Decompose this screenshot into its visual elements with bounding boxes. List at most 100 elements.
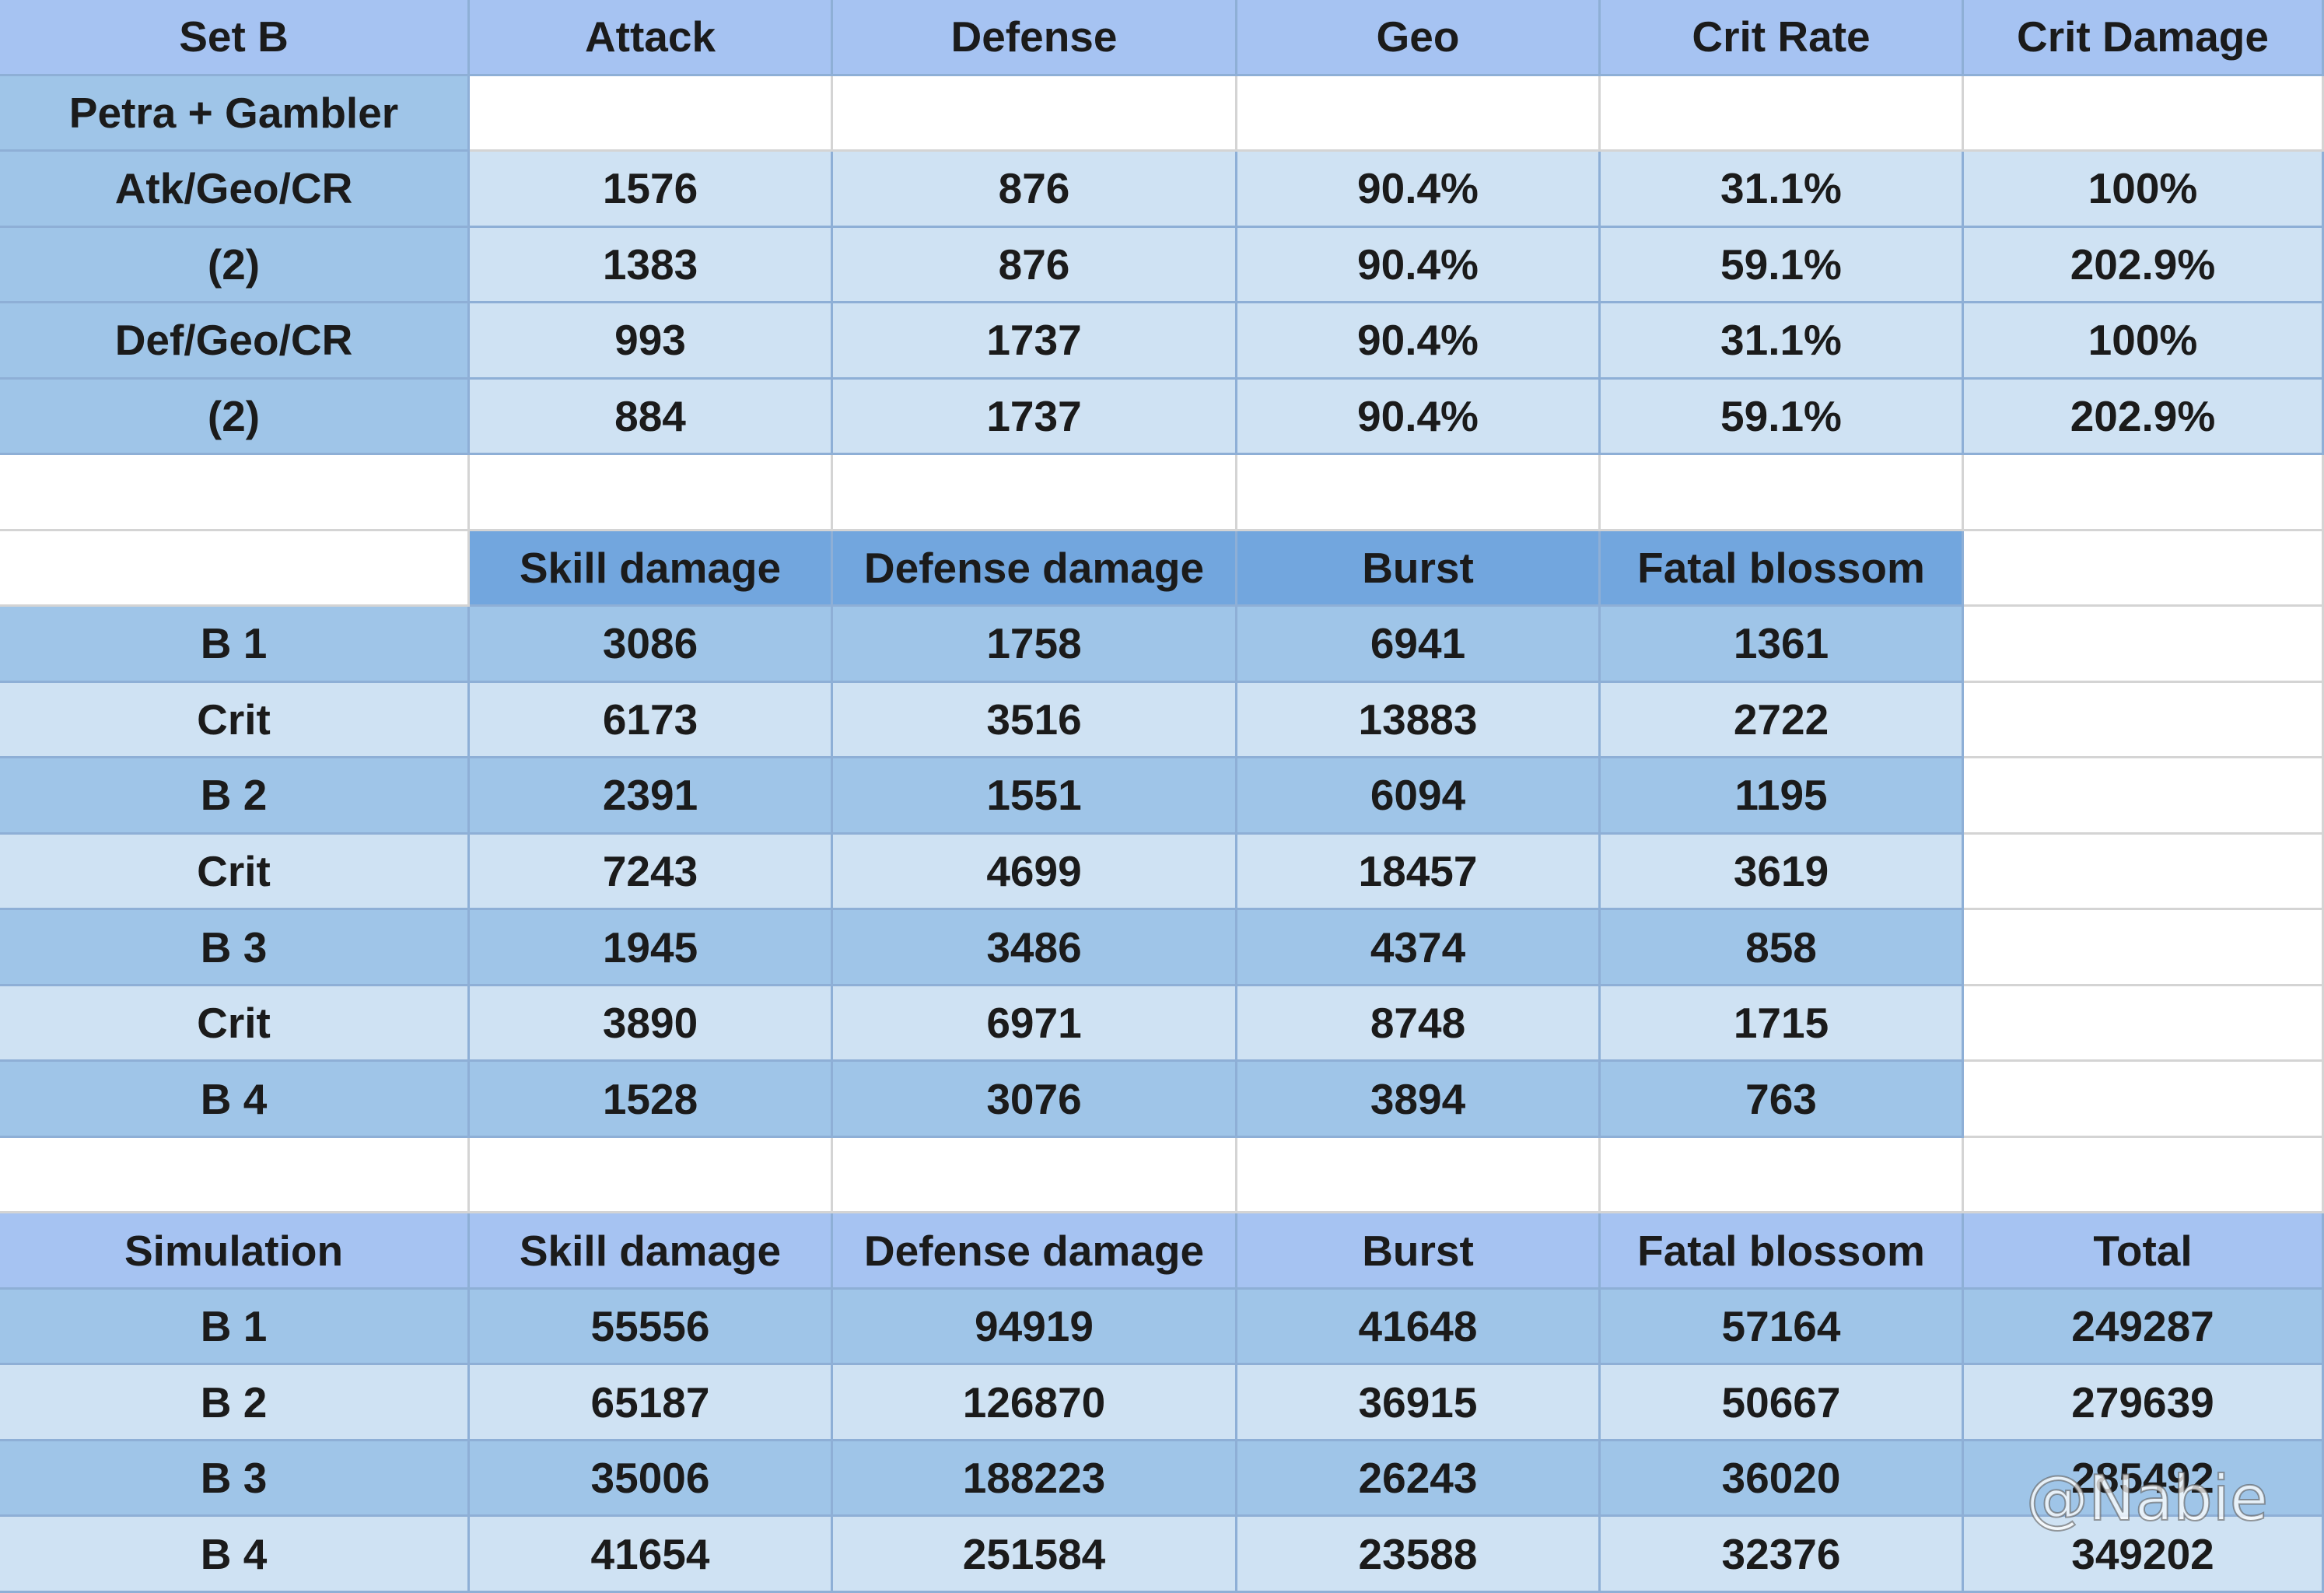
cell[interactable]: 3894 — [1237, 1062, 1601, 1138]
cell[interactable]: 2391 — [470, 758, 833, 835]
cell[interactable]: Defense — [833, 0, 1237, 76]
empty-cell[interactable] — [1964, 607, 2324, 683]
cell[interactable]: 65187 — [470, 1365, 833, 1441]
cell[interactable]: 126870 — [833, 1365, 1237, 1441]
empty-cell[interactable] — [470, 455, 833, 531]
cell[interactable]: Def/Geo/CR — [0, 303, 470, 380]
cell[interactable]: Geo — [1237, 0, 1601, 76]
cell[interactable]: Crit — [0, 834, 470, 911]
cell[interactable]: Defense damage — [833, 1213, 1237, 1290]
empty-cell[interactable] — [833, 455, 1237, 531]
cell[interactable]: 3076 — [833, 1062, 1237, 1138]
empty-cell[interactable] — [1964, 75, 2324, 152]
cell[interactable]: 31.1% — [1601, 152, 1964, 228]
cell[interactable]: 8748 — [1237, 986, 1601, 1063]
empty-cell[interactable] — [0, 530, 470, 607]
cell[interactable]: Set B — [0, 0, 470, 76]
cell[interactable]: 279639 — [1964, 1365, 2324, 1441]
cell[interactable]: 4374 — [1237, 910, 1601, 986]
cell[interactable]: B 4 — [0, 1062, 470, 1138]
cell[interactable]: B 1 — [0, 607, 470, 683]
cell[interactable]: 90.4% — [1237, 379, 1601, 456]
cell[interactable]: 94919 — [833, 1289, 1237, 1366]
cell[interactable]: Crit — [0, 682, 470, 759]
cell[interactable]: Burst — [1237, 1213, 1601, 1290]
cell[interactable]: 31.1% — [1601, 303, 1964, 380]
cell[interactable]: 13883 — [1237, 682, 1601, 759]
cell[interactable]: 32376 — [1601, 1517, 1964, 1593]
cell[interactable]: 2722 — [1601, 682, 1964, 759]
cell[interactable]: Fatal blossom — [1601, 530, 1964, 607]
cell[interactable]: 858 — [1601, 910, 1964, 986]
cell[interactable]: 993 — [470, 303, 833, 380]
cell[interactable]: 7243 — [470, 834, 833, 911]
cell[interactable]: 1758 — [833, 607, 1237, 683]
cell[interactable]: 1715 — [1601, 986, 1964, 1063]
cell[interactable]: 6971 — [833, 986, 1237, 1063]
cell[interactable]: 1551 — [833, 758, 1237, 835]
cell[interactable]: 1737 — [833, 379, 1237, 456]
cell[interactable]: 18457 — [1237, 834, 1601, 911]
empty-cell[interactable] — [1964, 1062, 2324, 1138]
cell[interactable]: 1945 — [470, 910, 833, 986]
cell[interactable]: B 1 — [0, 1289, 470, 1366]
cell[interactable]: 3486 — [833, 910, 1237, 986]
cell[interactable]: B 4 — [0, 1517, 470, 1593]
empty-cell[interactable] — [470, 75, 833, 152]
empty-cell[interactable] — [1964, 1137, 2324, 1214]
cell[interactable]: Skill damage — [470, 1213, 833, 1290]
cell[interactable]: 202.9% — [1964, 227, 2324, 304]
cell[interactable]: Skill damage — [470, 530, 833, 607]
cell[interactable]: Attack — [470, 0, 833, 76]
cell[interactable]: 6941 — [1237, 607, 1601, 683]
cell[interactable]: 90.4% — [1237, 303, 1601, 380]
cell[interactable]: 100% — [1964, 152, 2324, 228]
empty-cell[interactable] — [470, 1137, 833, 1214]
cell[interactable]: 57164 — [1601, 1289, 1964, 1366]
cell[interactable]: B 3 — [0, 910, 470, 986]
cell[interactable]: 55556 — [470, 1289, 833, 1366]
cell[interactable]: 36915 — [1237, 1365, 1601, 1441]
cell[interactable]: 6094 — [1237, 758, 1601, 835]
cell[interactable]: 41648 — [1237, 1289, 1601, 1366]
cell[interactable]: Crit Rate — [1601, 0, 1964, 76]
cell[interactable]: 59.1% — [1601, 227, 1964, 304]
cell[interactable]: 1361 — [1601, 607, 1964, 683]
empty-cell[interactable] — [1237, 455, 1601, 531]
cell[interactable]: 884 — [470, 379, 833, 456]
empty-cell[interactable] — [1601, 455, 1964, 531]
cell[interactable]: 36020 — [1601, 1441, 1964, 1518]
cell[interactable]: B 3 — [0, 1441, 470, 1518]
empty-cell[interactable] — [1964, 910, 2324, 986]
empty-cell[interactable] — [1964, 530, 2324, 607]
empty-cell[interactable] — [833, 1137, 1237, 1214]
empty-cell[interactable] — [1964, 986, 2324, 1063]
cell[interactable]: 90.4% — [1237, 152, 1601, 228]
empty-cell[interactable] — [1601, 75, 1964, 152]
cell[interactable]: 876 — [833, 227, 1237, 304]
empty-cell[interactable] — [1964, 834, 2324, 911]
cell[interactable]: 4699 — [833, 834, 1237, 911]
empty-cell[interactable] — [0, 455, 470, 531]
cell[interactable]: 3516 — [833, 682, 1237, 759]
cell[interactable]: 202.9% — [1964, 379, 2324, 456]
cell[interactable]: 285492 — [1964, 1441, 2324, 1518]
empty-cell[interactable] — [1964, 455, 2324, 531]
cell[interactable]: 35006 — [470, 1441, 833, 1518]
cell[interactable]: B 2 — [0, 758, 470, 835]
cell[interactable]: (2) — [0, 227, 470, 304]
cell[interactable]: 100% — [1964, 303, 2324, 380]
cell[interactable]: Atk/Geo/CR — [0, 152, 470, 228]
empty-cell[interactable] — [1601, 1137, 1964, 1214]
cell[interactable]: 1737 — [833, 303, 1237, 380]
cell[interactable]: 249287 — [1964, 1289, 2324, 1366]
cell[interactable]: (2) — [0, 379, 470, 456]
cell[interactable]: 26243 — [1237, 1441, 1601, 1518]
empty-cell[interactable] — [1237, 1137, 1601, 1214]
cell[interactable]: 251584 — [833, 1517, 1237, 1593]
cell[interactable]: 188223 — [833, 1441, 1237, 1518]
cell[interactable]: 876 — [833, 152, 1237, 228]
cell[interactable]: Petra + Gambler — [0, 75, 470, 152]
cell[interactable]: 1383 — [470, 227, 833, 304]
cell[interactable]: 50667 — [1601, 1365, 1964, 1441]
